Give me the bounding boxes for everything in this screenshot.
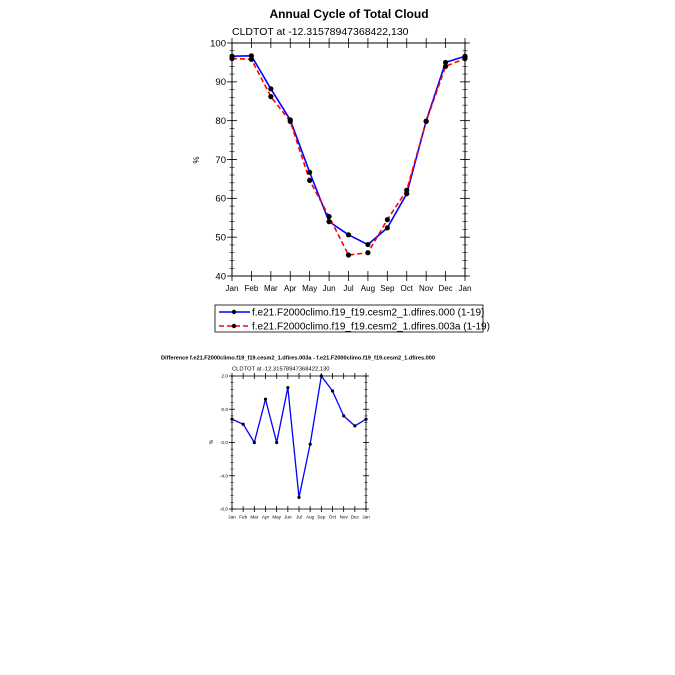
difference-series-1-point bbox=[330, 389, 335, 393]
series-2-point bbox=[423, 118, 429, 125]
annual-cycle-chart: Annual Cycle of Total Cloud CLDTOT at -1… bbox=[192, 7, 490, 333]
difference-series-1-point bbox=[230, 417, 234, 421]
difference-series-1-point bbox=[364, 417, 368, 421]
difference-y-tick-label: 2.0 bbox=[221, 374, 228, 380]
series-1-point bbox=[268, 86, 274, 92]
y-tick-label: 90 bbox=[215, 77, 226, 88]
difference-series-line-1 bbox=[231, 375, 367, 499]
x-tick-label: Sep bbox=[380, 284, 395, 293]
legend-label-series-2: f.e21.F2000climo.f19_f19.cesm2_1.dfires.… bbox=[252, 322, 490, 333]
difference-x-tick-label: May bbox=[272, 514, 281, 519]
difference-series-1-point bbox=[308, 442, 312, 446]
difference-series-1-point bbox=[275, 440, 279, 445]
series-2-point bbox=[229, 55, 235, 62]
series-2-point bbox=[365, 250, 371, 256]
y-tick-label: 40 bbox=[215, 271, 226, 282]
difference-x-tick-label: Dec bbox=[351, 514, 360, 519]
legend-marker-series-1 bbox=[231, 309, 237, 315]
chart-subtitle: CLDTOT at -12.31578947368422,130 bbox=[232, 26, 409, 38]
difference-series-1-point bbox=[241, 422, 245, 426]
difference-y-tick-labels: -6.0 -4.0 -2.0 0.0 2.0 bbox=[220, 374, 229, 513]
x-tick-label: Mar bbox=[264, 284, 278, 293]
legend-box bbox=[214, 304, 484, 333]
difference-x-tick-label: Mar bbox=[250, 514, 258, 519]
difference-x-tick-label: Nov bbox=[340, 514, 349, 519]
x-tick-label: Jun bbox=[323, 284, 336, 293]
series-2-point bbox=[268, 93, 274, 100]
difference-x-tick-labels: Jan Feb Mar Apr May Jun Jul Aug Sep Oct Nov Dec Jan bbox=[228, 514, 370, 519]
y-tick-label: 50 bbox=[215, 232, 226, 243]
difference-y-tick-label: -4.0 bbox=[220, 473, 229, 479]
y-tick-label: 100 bbox=[210, 38, 226, 49]
difference-x-tick-label: Oct bbox=[329, 514, 337, 519]
difference-y-tick-label: -6.0 bbox=[220, 507, 229, 513]
x-tick-label: Feb bbox=[245, 284, 259, 293]
difference-series-layer bbox=[230, 374, 368, 499]
difference-x-tick-label: Jan bbox=[228, 514, 236, 519]
difference-x-tick-label: Apr bbox=[262, 514, 270, 519]
x-tick-labels: Jan Feb Mar Apr May Jun Jul Aug Sep Oct Nov Dec Jan bbox=[226, 284, 472, 293]
x-tick-label: Aug bbox=[361, 284, 375, 293]
difference-chart: Difference f.e21.F2000climo.f19_f19.cesm… bbox=[161, 356, 435, 520]
difference-series-1-point bbox=[297, 495, 301, 499]
difference-x-tick-label: Aug bbox=[306, 514, 315, 519]
difference-series-1-point bbox=[353, 424, 357, 428]
difference-x-tick-label: Jan bbox=[362, 514, 370, 519]
difference-x-tick-label: Sep bbox=[317, 514, 326, 519]
difference-y-tick-label: -2.0 bbox=[220, 440, 229, 446]
legend-marker-series-2 bbox=[231, 323, 237, 329]
series-line-2 bbox=[231, 57, 466, 256]
series-line-1 bbox=[231, 55, 466, 246]
difference-x-tick-label: Feb bbox=[239, 514, 247, 519]
series-2-point bbox=[287, 118, 293, 125]
series-layer bbox=[229, 53, 468, 258]
difference-chart-title: Difference f.e21.F2000climo.f19_f19.cesm… bbox=[161, 356, 435, 362]
difference-chart-subtitle: CLDTOT at -12.31578947368422,130 bbox=[232, 367, 329, 373]
y-axis-label: % bbox=[192, 156, 201, 163]
series-2-point bbox=[404, 187, 410, 193]
x-tick-label: Apr bbox=[284, 284, 297, 293]
difference-x-tick-label: Jun bbox=[284, 514, 292, 519]
x-tick-label: May bbox=[302, 284, 317, 293]
y-tick-label: 60 bbox=[215, 194, 226, 205]
difference-y-axis-label: % bbox=[209, 439, 215, 444]
series-2-point bbox=[442, 63, 449, 69]
difference-plot-frame bbox=[231, 375, 367, 510]
legend: f.e21.F2000climo.f19_f19.cesm2_1.dfires.… bbox=[214, 304, 490, 333]
series-2-point bbox=[462, 55, 468, 62]
x-tick-label: Jul bbox=[343, 284, 353, 293]
difference-axis-ticks bbox=[229, 373, 369, 512]
series-1-point bbox=[307, 169, 313, 175]
x-tick-label: Jan bbox=[226, 284, 239, 293]
series-2-point bbox=[326, 213, 332, 220]
difference-series-1-point bbox=[342, 414, 346, 418]
x-tick-label: Dec bbox=[438, 284, 452, 293]
axis-ticks bbox=[227, 38, 470, 281]
y-tick-label: 70 bbox=[215, 155, 226, 166]
x-tick-label: Nov bbox=[419, 284, 433, 293]
y-tick-labels: 40 50 60 70 80 90 100 bbox=[210, 38, 226, 282]
x-tick-label: Oct bbox=[401, 284, 414, 293]
legend-label-series-1: f.e21.F2000climo.f19_f19.cesm2_1.dfires.… bbox=[252, 308, 484, 319]
chart-title: Annual Cycle of Total Cloud bbox=[269, 7, 428, 21]
series-1-point bbox=[384, 225, 390, 231]
series-1-point bbox=[442, 59, 449, 66]
difference-series-1-point bbox=[263, 397, 268, 401]
difference-series-1-point bbox=[286, 386, 290, 390]
difference-x-tick-label: Jul bbox=[296, 514, 302, 519]
difference-series-1-point bbox=[319, 374, 323, 378]
plot-frame bbox=[231, 42, 466, 277]
x-tick-label: Jan bbox=[459, 284, 472, 293]
series-2-point bbox=[248, 56, 255, 62]
series-1-point bbox=[365, 241, 371, 248]
series-2-point bbox=[345, 252, 352, 258]
series-1-point bbox=[326, 219, 332, 225]
difference-y-tick-label: 0.0 bbox=[221, 407, 228, 413]
series-1-point bbox=[345, 232, 352, 238]
series-2-point bbox=[307, 177, 313, 184]
series-2-point bbox=[384, 217, 390, 223]
y-tick-label: 80 bbox=[215, 116, 226, 127]
difference-series-1-point bbox=[252, 440, 256, 445]
